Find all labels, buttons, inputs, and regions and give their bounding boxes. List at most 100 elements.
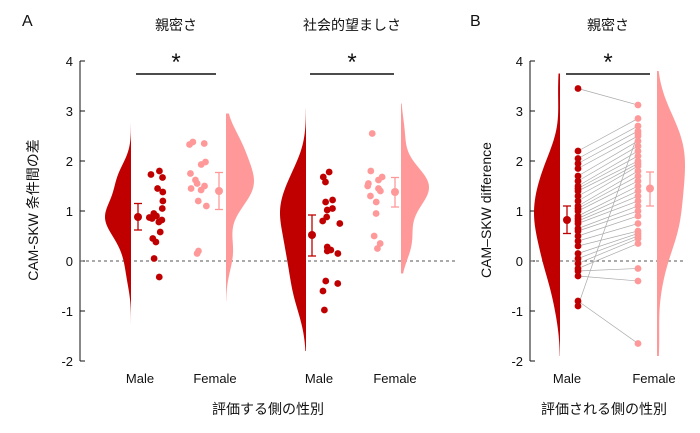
pair-line-intimacy-b [577,160,639,192]
data-point-male-desirability-a [329,205,336,212]
category-label-male-intimacy-b: Male [553,371,581,386]
pair-line-intimacy-b [577,118,639,152]
panel-b-ylabel: CAM–SKW difference [478,142,494,278]
data-point-female-intimacy-b [634,235,642,242]
data-point-female-desirability-a [364,182,372,190]
pair-line-intimacy-b [577,133,639,307]
data-point-male-intimacy-b [574,267,582,275]
data-point-male-intimacy-a [150,255,158,262]
data-point-female-intimacy-a [202,202,210,210]
data-point-male-intimacy-b [574,255,582,262]
pair-line-intimacy-b [577,150,639,187]
panel-b-ytick-label-m2: -2 [511,354,523,369]
data-point-male-desirability-a [322,178,329,186]
data-point-female-intimacy-b [634,187,642,195]
data-point-male-desirability-a [323,247,331,255]
data-point-male-intimacy-a [152,238,160,246]
pair-line-intimacy-b [577,300,639,344]
pair-line-intimacy-b [577,195,639,222]
data-point-female-intimacy-b [634,212,642,220]
data-point-female-intimacy-b [634,207,642,215]
data-point-female-intimacy-b [634,142,642,150]
data-point-male-intimacy-b [574,187,582,195]
panel-b-xlabel: 評価される側の性別 [541,401,667,417]
data-point-male-desirability-a [334,280,342,287]
data-point-female-intimacy-b [634,172,642,180]
data-point-male-intimacy-a [158,205,166,212]
data-point-male-intimacy-b [574,237,582,245]
data-point-male-desirability-a [322,198,330,206]
panel-a-axis: 4 3 2 1 0 -1 -2 [61,54,455,369]
data-point-female-intimacy-a [197,161,205,168]
data-point-female-intimacy-a [200,140,208,147]
panel-b-ytick-label-m1: -1 [511,304,523,319]
panel-b-ytick-label-4: 4 [516,54,523,69]
data-point-male-intimacy-a [148,215,156,222]
pair-line-intimacy-b [577,235,639,259]
subplot-desirability-a [280,73,429,351]
pair-line-intimacy-b [577,230,639,247]
panel-a-ytick-label-m2: -2 [61,354,73,369]
pair-line-intimacy-b [577,125,639,159]
pair-line-intimacy-b [577,165,639,202]
pair-line-intimacy-b [577,233,639,254]
pair-line-intimacy-b [577,140,639,177]
panel-b-ytick-label-3: 3 [516,104,523,119]
pair-line-intimacy-b [577,223,639,242]
category-label-female-intimacy-b: Female [632,371,675,386]
data-point-male-desirability-a [323,206,331,214]
data-point-male-desirability-a [319,217,327,225]
data-point-male-intimacy-b [574,192,582,200]
mean-point-male-intimacy-b [563,216,571,224]
data-point-female-intimacy-b [634,240,642,247]
violin-male-intimacy-b [534,73,560,356]
data-point-female-desirability-a [368,130,376,137]
violin-female-intimacy-a [226,113,254,301]
data-point-male-desirability-a [325,168,333,176]
data-point-male-intimacy-a [156,228,164,236]
mean-point-female-desirability-a [391,188,399,196]
significance-star-intimacy-b: * [603,49,612,76]
violin-female-intimacy-b [657,71,685,356]
data-point-male-intimacy-b [574,242,582,250]
data-point-male-intimacy-b [574,260,582,267]
panel-b-ytick-label-0: 0 [516,254,523,269]
data-point-female-desirability-a [374,245,381,252]
data-point-male-desirability-a [319,287,327,295]
data-point-female-intimacy-b [634,122,642,130]
data-point-male-desirability-a [334,250,342,257]
significance-star-intimacy-a: * [171,49,180,76]
significance-star-desirability-a: * [347,49,356,76]
data-point-male-intimacy-b [574,207,582,215]
data-point-male-intimacy-b [574,172,582,180]
data-point-female-desirability-a [376,240,384,247]
panel-a-ytick-label-m1: -1 [61,304,73,319]
pair-line-intimacy-b [577,88,639,106]
data-point-female-intimacy-b [634,101,642,109]
pair-line-intimacy-b [577,185,639,217]
panel-a-ytick-label-1: 1 [66,204,73,219]
pair-line-intimacy-b [577,145,639,182]
data-point-male-intimacy-b [574,160,582,167]
violin-male-desirability-a [280,108,306,351]
data-point-female-intimacy-b [634,130,642,137]
data-point-male-intimacy-a [154,185,161,192]
violin-female-desirability-a [401,103,429,274]
violin-male-intimacy-a [105,123,131,324]
data-point-female-intimacy-b [634,202,642,210]
data-point-male-intimacy-b [574,272,582,280]
data-point-male-intimacy-b [574,165,582,172]
panel-a-ytick-label-2: 2 [66,154,73,169]
data-point-male-intimacy-a [155,218,163,226]
subplot-intimacy-b [534,71,685,356]
pair-line-intimacy-b [577,163,639,197]
panel-a-ytick-label-4: 4 [66,54,73,69]
data-point-male-intimacy-a [159,174,166,181]
pair-line-intimacy-b [577,190,639,219]
data-point-female-desirability-a [367,167,375,175]
panel-a-ytick-label-0: 0 [66,254,73,269]
pair-line-intimacy-b [577,200,639,224]
subplot-title-desirability-a: 社会的望ましさ [303,17,401,33]
data-point-female-intimacy-b [634,177,642,185]
data-point-male-intimacy-b [574,85,582,92]
